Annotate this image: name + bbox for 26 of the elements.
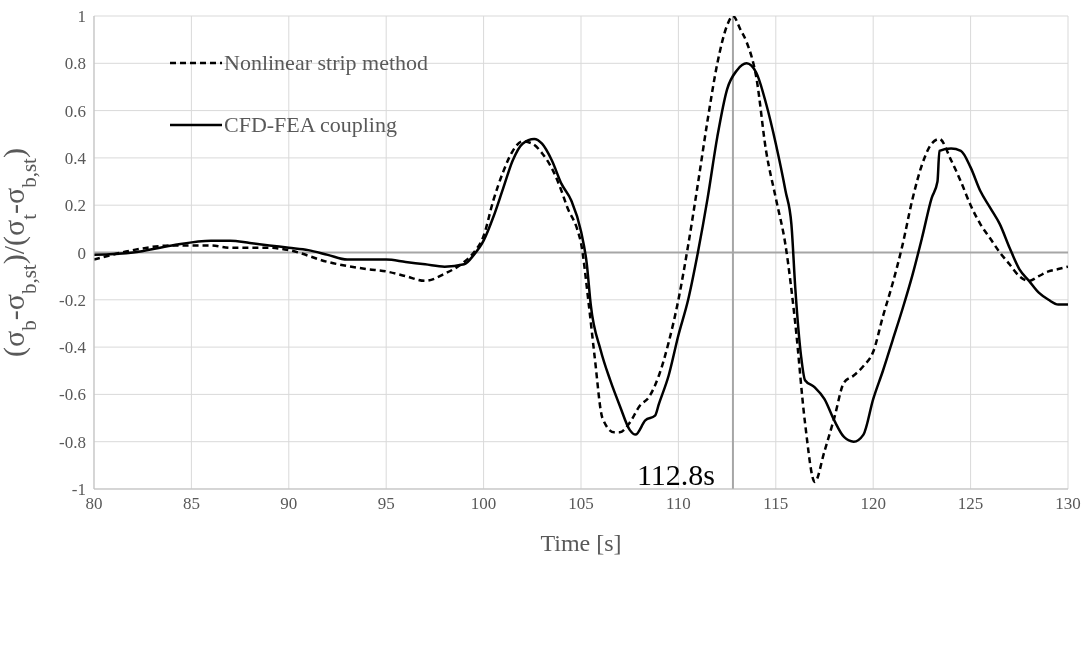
x-tick-label: 125 [957,494,984,514]
y-tick-label: -0.8 [59,432,86,452]
y-tick-label: 0.6 [64,101,86,121]
x-tick-label: 80 [85,494,103,514]
y-tick-label: 0.2 [64,196,86,216]
ref-line-label: 112.8s [636,458,716,491]
x-tick-label: 110 [665,494,691,514]
x-tick-label: 85 [182,494,200,514]
x-tick-label: 105 [568,494,594,514]
x-tick-label: 90 [280,494,298,514]
x-axis-title: Time [s] [540,530,622,556]
x-tick-label: 130 [1055,494,1081,514]
y-tick-label: -0.2 [59,290,86,310]
legend-label: Nonlinear strip method [224,50,429,76]
y-tick-label: -0.6 [59,385,86,405]
y-tick-label: -0.4 [59,338,87,358]
x-tick-label: 115 [763,494,789,514]
y-tick-label: 0.8 [64,54,86,74]
legend-label: CFD-FEA coupling [224,112,397,138]
y-tick-label: 0 [77,243,86,263]
x-tick-label: 95 [377,494,395,514]
y-tick-label: 1 [77,7,86,27]
x-tick-label: 100 [470,494,497,514]
y-tick-label: -1 [71,480,86,500]
x-tick-label: 120 [860,494,886,514]
y-tick-label: 0.4 [64,148,87,168]
